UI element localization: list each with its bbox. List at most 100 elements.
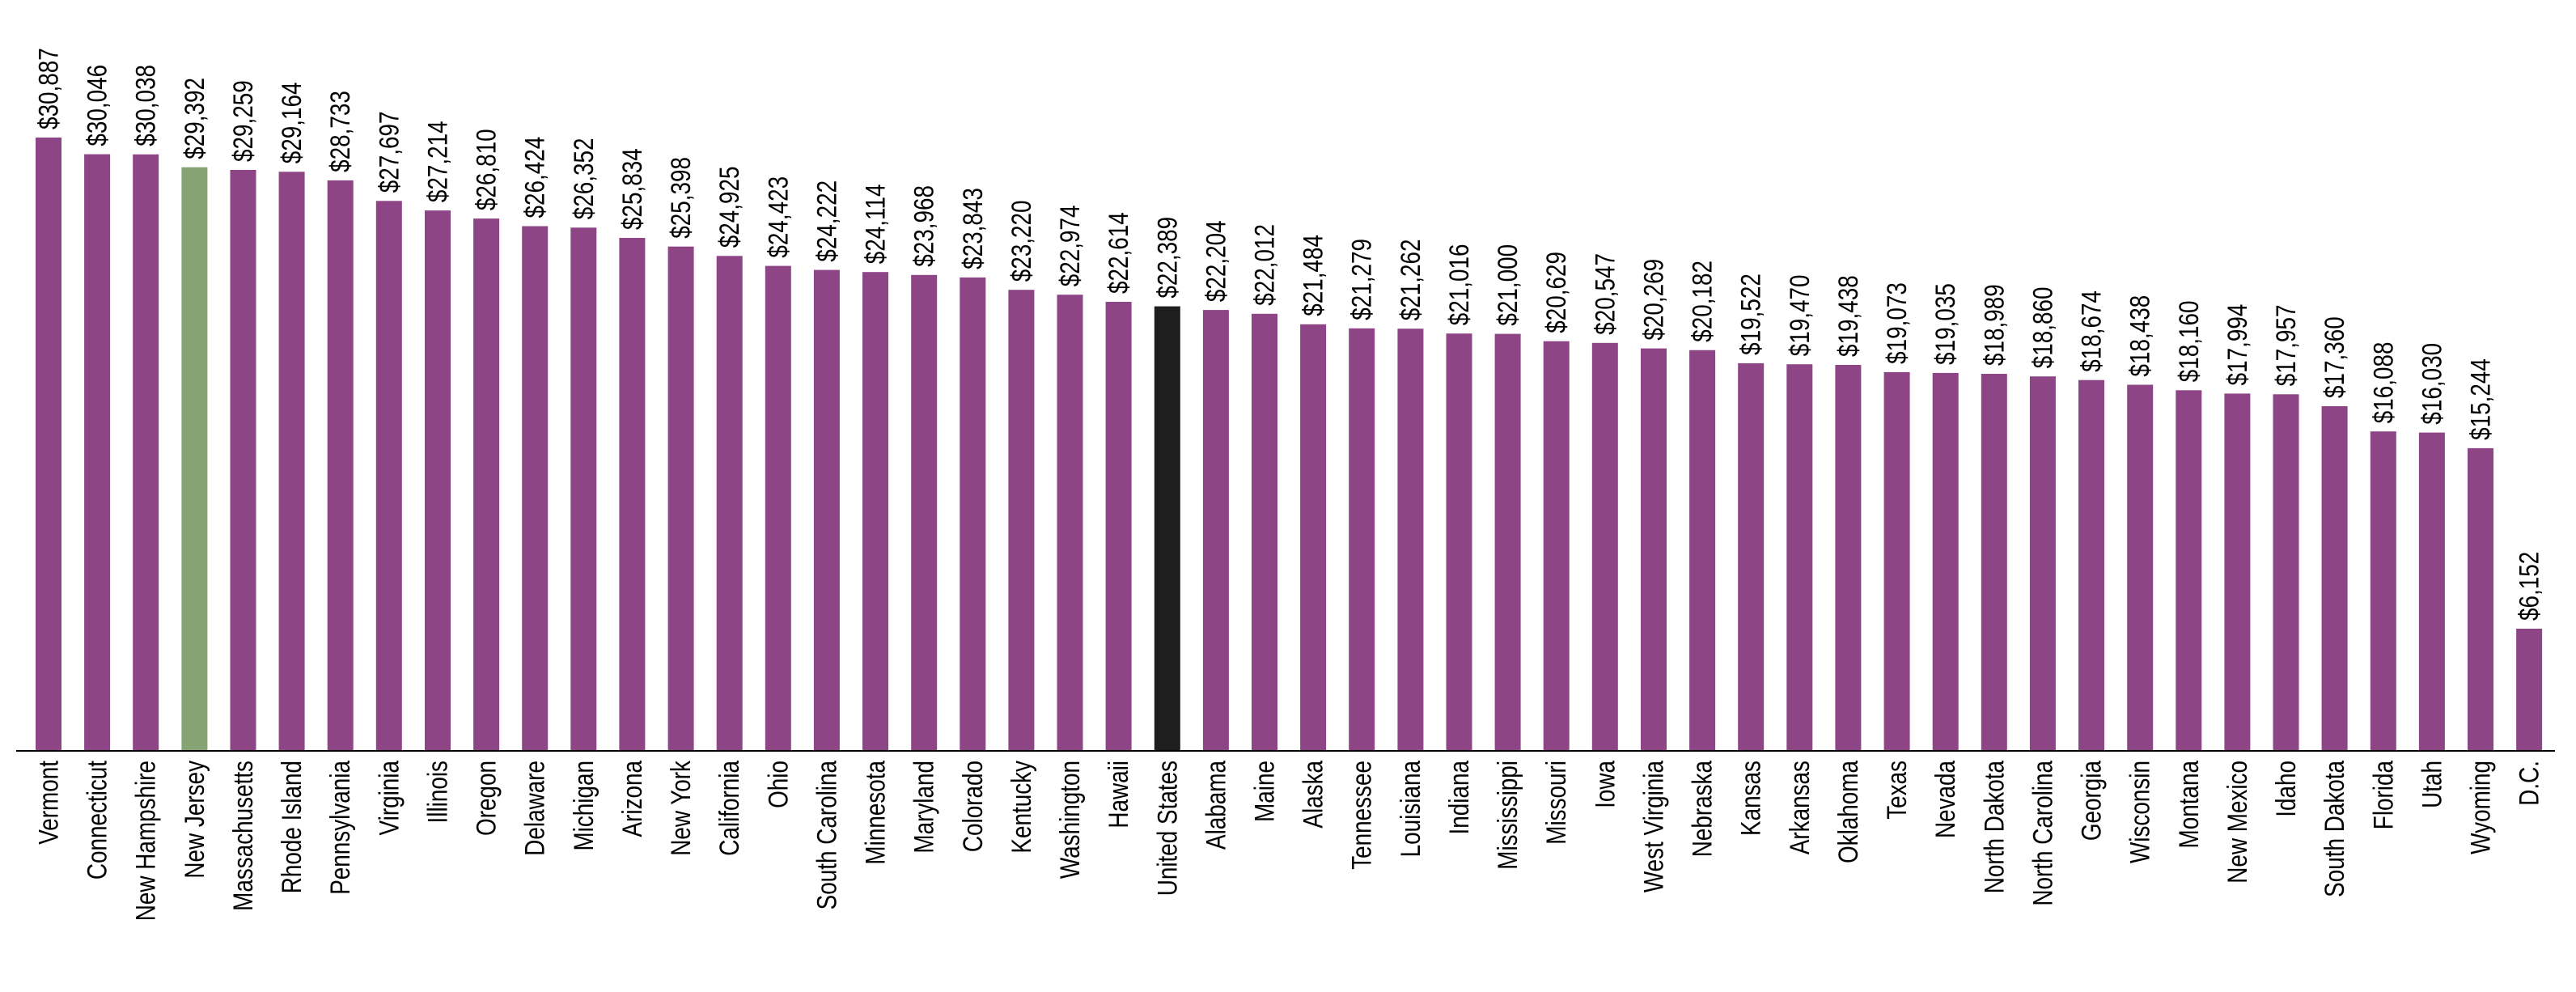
bar-nevada — [1932, 372, 1959, 751]
value-label-north-carolina: $18,860 — [2027, 286, 2058, 368]
value-label-louisiana: $21,262 — [1395, 239, 1426, 320]
value-label-oregon: $26,810 — [471, 129, 502, 210]
bar-oklahoma — [1835, 365, 1862, 751]
value-label-vermont: $30,887 — [33, 48, 64, 129]
bar-colorado — [960, 277, 986, 751]
category-label-rhode-island: Rhode Island — [276, 761, 307, 893]
category-label-united-states: United States — [1152, 761, 1183, 896]
bar-missouri — [1543, 341, 1570, 751]
value-label-rhode-island: $29,164 — [276, 83, 307, 164]
category-label-mississippi: Mississippi — [1492, 761, 1523, 870]
value-label-new-york: $25,398 — [665, 157, 696, 239]
value-label-new-jersey: $29,392 — [179, 78, 210, 159]
category-label-maine: Maine — [1249, 761, 1280, 822]
value-label-connecticut: $30,046 — [82, 65, 112, 146]
bar-pennsylvania — [327, 180, 354, 751]
bar-maine — [1252, 313, 1277, 751]
value-label-kansas: $19,522 — [1735, 273, 1766, 355]
value-label-south-dakota: $17,360 — [2319, 316, 2349, 398]
category-label-michigan: Michigan — [568, 761, 599, 851]
value-label-wisconsin: $18,438 — [2125, 295, 2155, 377]
bar-texas — [1883, 371, 1910, 751]
bar-kansas — [1738, 362, 1765, 751]
category-label-colorado: Colorado — [957, 761, 988, 852]
category-label-indiana: Indiana — [1443, 760, 1474, 834]
bars-group — [36, 138, 2543, 752]
value-label-texas: $19,073 — [1881, 282, 1912, 364]
bar-vermont — [36, 138, 61, 751]
value-label-colorado: $23,843 — [957, 188, 988, 269]
value-label-idaho: $17,957 — [2270, 305, 2301, 387]
bar-montana — [2176, 390, 2202, 751]
category-label-west-virginia: West Virginia — [1638, 760, 1669, 892]
value-label-new-mexico: $17,994 — [2222, 304, 2252, 386]
category-label-georgia: Georgia — [2076, 760, 2107, 841]
value-label-maine: $22,012 — [1249, 224, 1280, 306]
value-label-georgia: $18,674 — [2076, 290, 2107, 372]
value-label-california: $24,925 — [714, 167, 745, 248]
category-label-arkansas: Arkansas — [1784, 761, 1815, 854]
bar-north-dakota — [1981, 374, 2007, 751]
value-label-south-carolina: $24,222 — [811, 180, 842, 262]
category-label-tennessee: Tennessee — [1346, 761, 1377, 870]
category-label-oklahoma: Oklahoma — [1832, 760, 1863, 863]
category-label-california: California — [714, 760, 745, 855]
category-label-alaska: Alaska — [1298, 760, 1328, 828]
category-label-montana: Montana — [2173, 760, 2204, 848]
value-label-minnesota: $24,114 — [860, 184, 891, 265]
category-label-vermont: Vermont — [33, 761, 64, 845]
value-label-utah: $16,030 — [2417, 343, 2447, 425]
category-label-illinois: Illinois — [422, 761, 453, 823]
category-label-new-york: New York — [665, 761, 696, 856]
bar-florida — [2370, 431, 2396, 751]
bar-arkansas — [1786, 364, 1813, 751]
bar-utah — [2418, 432, 2445, 751]
category-label-hawaii: Hawaii — [1103, 761, 1133, 829]
category-label-arizona: Arizona — [616, 760, 647, 837]
bar-maryland — [911, 274, 938, 751]
bar-indiana — [1446, 333, 1472, 751]
category-label-wisconsin: Wisconsin — [2125, 761, 2155, 863]
value-label-wyoming: $15,244 — [2465, 358, 2496, 440]
value-label-maryland: $23,968 — [909, 185, 939, 267]
bar-tennessee — [1349, 328, 1375, 751]
bar-wisconsin — [2127, 384, 2154, 751]
category-label-iowa: Iowa — [1590, 760, 1621, 808]
bar-wyoming — [2468, 447, 2493, 751]
value-labels-group: $30,887 $30,046 $30,038 $29,392 $29,259 $29,1… — [33, 48, 2544, 621]
value-label-montana: $18,160 — [2173, 301, 2204, 383]
category-label-louisiana: Louisiana — [1395, 760, 1426, 857]
value-label-iowa: $20,547 — [1590, 253, 1621, 335]
category-labels-group: Vermont Connecticut New Hampshire New Jerse… — [33, 760, 2544, 921]
bar-ohio — [765, 265, 791, 752]
bar-connecticut — [84, 154, 111, 752]
value-label-nebraska: $20,182 — [1687, 261, 1718, 342]
bar-south-carolina — [813, 269, 840, 752]
value-label-ohio: $24,423 — [763, 176, 794, 258]
category-label-virginia: Virginia — [374, 760, 405, 835]
bar-alaska — [1300, 324, 1327, 751]
value-label-kentucky: $23,220 — [1006, 200, 1036, 282]
value-label-united-states: $22,389 — [1152, 217, 1183, 299]
category-label-kentucky: Kentucky — [1006, 761, 1036, 854]
category-label-ohio: Ohio — [763, 761, 794, 808]
category-label-minnesota: Minnesota — [860, 760, 891, 864]
value-label-virginia: $27,697 — [374, 112, 405, 193]
category-label-new-jersey: New Jersey — [179, 761, 210, 879]
value-label-west-virginia: $20,269 — [1638, 259, 1669, 341]
bar-oregon — [473, 218, 500, 752]
category-label-north-dakota: North Dakota — [1979, 760, 2010, 893]
value-label-new-hampshire: $30,038 — [130, 65, 161, 146]
bar-hawaii — [1105, 302, 1132, 751]
bar-iowa — [1591, 342, 1618, 751]
category-label-south-dakota: South Dakota — [2319, 760, 2349, 897]
bar-virginia — [375, 201, 402, 752]
bar-kentucky — [1008, 290, 1035, 751]
value-label-north-dakota: $18,989 — [1979, 284, 2010, 366]
bar-illinois — [425, 210, 451, 752]
category-label-texas: Texas — [1881, 761, 1912, 820]
bar-d-c — [2516, 629, 2543, 751]
value-label-michigan: $26,352 — [568, 138, 599, 220]
value-label-delaware: $26,424 — [519, 137, 550, 218]
